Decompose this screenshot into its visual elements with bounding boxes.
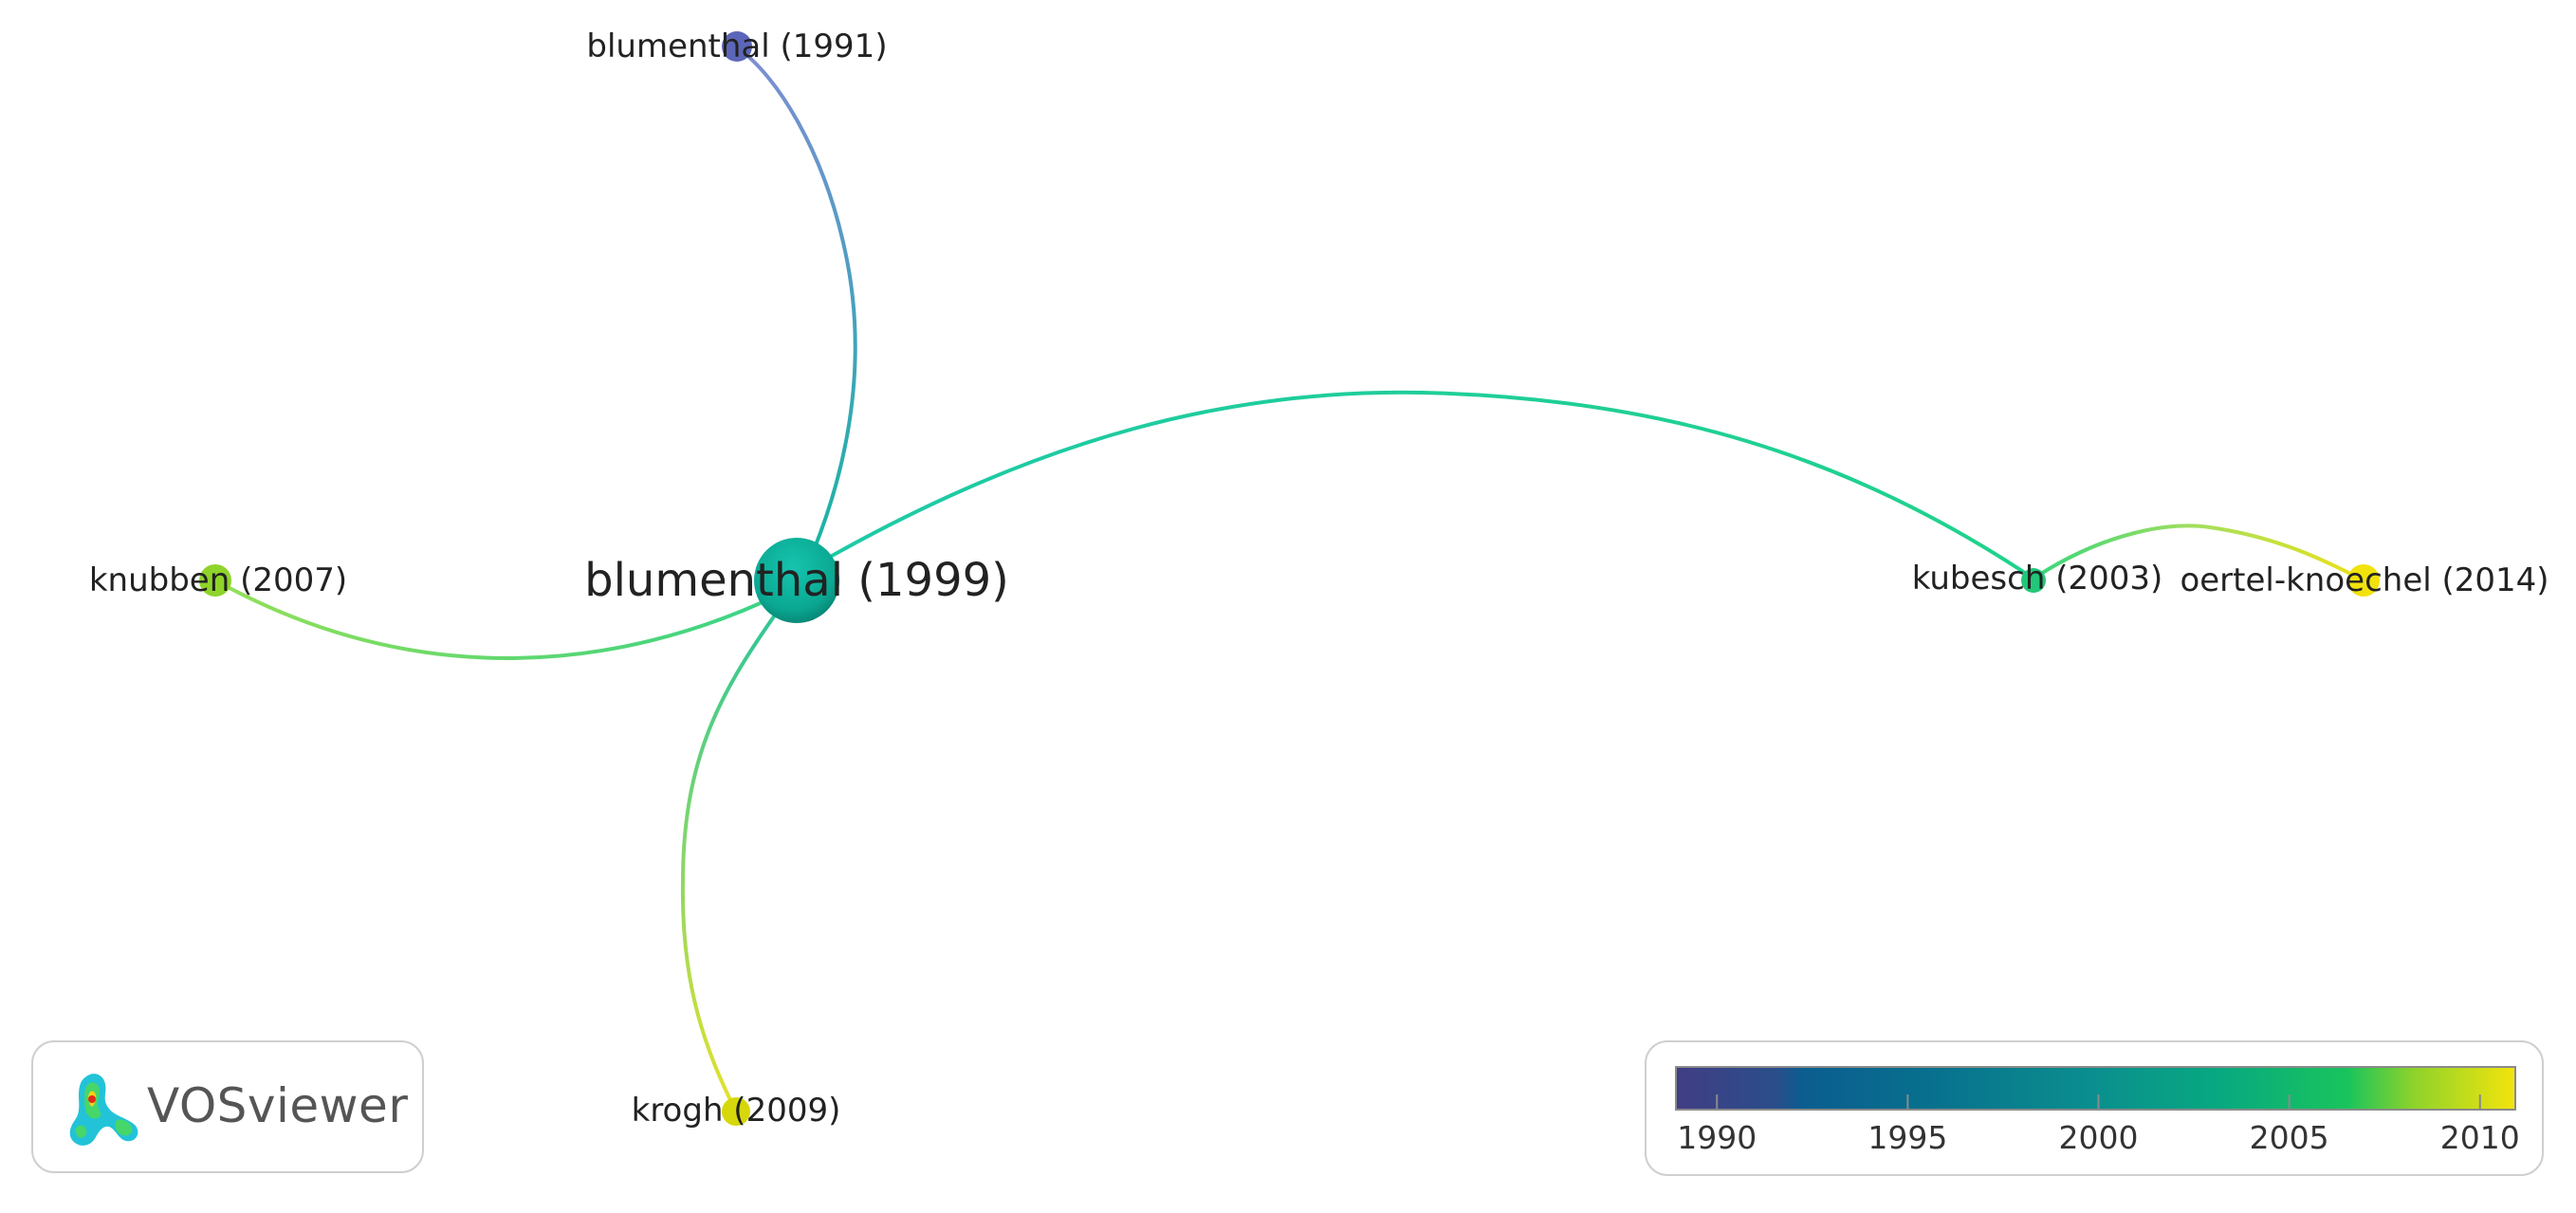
color-scale-tick-label: 1995 xyxy=(1868,1119,1947,1156)
node-knubben-2007[interactable] xyxy=(199,564,231,597)
nodes xyxy=(199,31,2380,1126)
label-blumenthal-1999: blumenthal (1999) xyxy=(584,554,1009,607)
color-scale-tick-label: 2000 xyxy=(2059,1119,2139,1156)
label-knubben-2007: knubben (2007) xyxy=(89,561,347,599)
color-scale-tick-label: 2010 xyxy=(2440,1119,2520,1156)
node-oertel-knoechel-2014[interactable] xyxy=(2347,564,2380,597)
vosviewer-logo: VOSviewer xyxy=(31,1040,424,1173)
color-scale-ticks: 1990 1995 2000 2005 2010 xyxy=(1677,1094,2520,1156)
vosviewer-logo-text: VOSviewer xyxy=(147,1078,409,1133)
color-scale-bar xyxy=(1675,1066,2516,1111)
edge-b1999-ku2003 xyxy=(823,390,2035,580)
color-scale: 1990 1995 2000 2005 2010 xyxy=(1675,1066,2520,1156)
node-blumenthal-1991[interactable] xyxy=(722,31,752,62)
node-blumenthal-1999[interactable] xyxy=(754,538,839,623)
color-scale-tick-label: 2005 xyxy=(2250,1119,2329,1156)
color-legend: 1990 1995 2000 2005 2010 xyxy=(1645,1040,2544,1176)
edge-b1999-kn2007 xyxy=(213,579,766,660)
label-kubesch-2003: kubesch (2003) xyxy=(1912,560,2163,597)
edge-b1999-b1991 xyxy=(735,46,857,552)
label-krogh-2009: krogh (2009) xyxy=(632,1092,841,1130)
label-blumenthal-1991: blumenthal (1991) xyxy=(586,28,887,65)
edge-ku2003-ok2014 xyxy=(2032,524,2365,582)
labels: blumenthal (1999) blumenthal (1991) knub… xyxy=(89,28,2549,1130)
node-krogh-2009[interactable] xyxy=(722,1097,750,1126)
node-kubesch-2003[interactable] xyxy=(2021,568,2046,593)
color-scale-tick-label: 1990 xyxy=(1677,1119,1757,1156)
label-oertel-knoechel-2014: oertel-knoechel (2014) xyxy=(2180,561,2548,599)
edge-b1999-kr2009 xyxy=(680,615,776,1113)
vosviewer-logo-icon xyxy=(69,1074,138,1146)
edges xyxy=(213,46,2365,1113)
